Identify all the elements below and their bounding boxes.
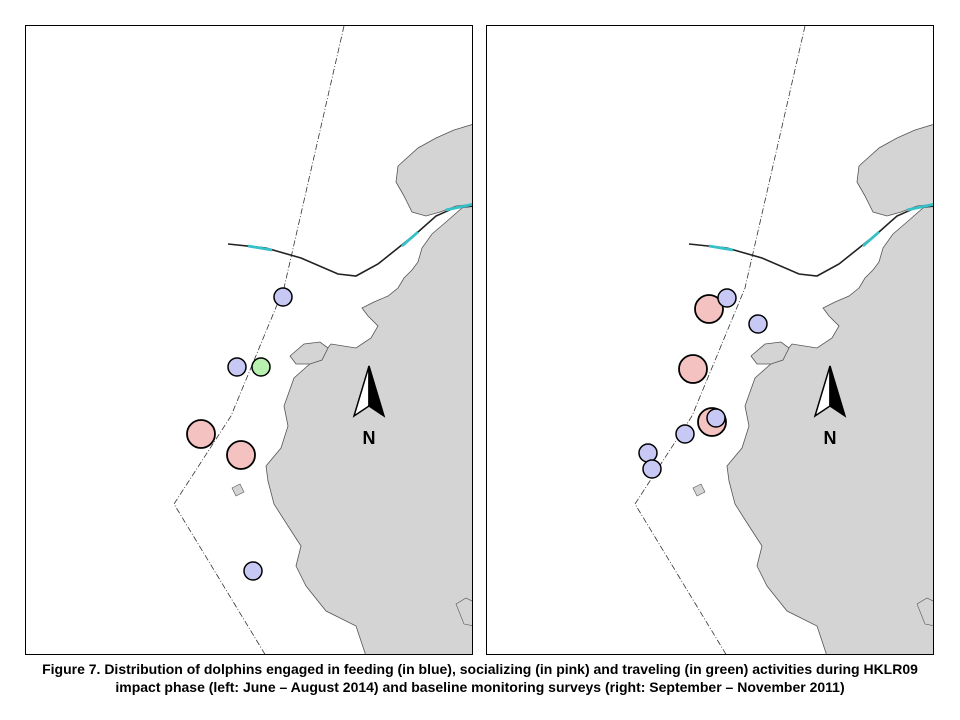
bridge-segment — [906, 202, 933, 212]
sighting-feeding — [706, 408, 726, 428]
bridge-segment — [247, 244, 273, 252]
bridge-alignment — [227, 205, 472, 277]
small-islet — [455, 597, 472, 626]
main-island-land — [265, 204, 472, 654]
sighting-feeding — [675, 424, 695, 444]
map-panel-left: N — [25, 25, 473, 655]
sighting-socializing — [226, 440, 256, 470]
sighting-traveling — [251, 357, 271, 377]
small-islet — [231, 483, 245, 497]
survey-boundary-line — [634, 26, 806, 654]
survey-boundary-line — [173, 26, 345, 654]
sighting-socializing — [678, 354, 708, 384]
small-island — [750, 341, 790, 365]
caption-line-2: impact phase (left: June – August 2014) … — [115, 679, 845, 695]
sightings-left — [186, 287, 293, 581]
bridge-segment — [708, 244, 734, 252]
north-label: N — [363, 428, 376, 448]
north-arrow — [813, 365, 847, 418]
figure-caption: Figure 7. Distribution of dolphins engag… — [8, 660, 952, 696]
north-landmass — [395, 124, 472, 217]
sighting-feeding — [227, 357, 247, 377]
small-islet — [916, 597, 933, 626]
sighting-socializing — [694, 294, 724, 324]
bridge-segment — [401, 230, 419, 248]
map-left-svg: N — [173, 26, 472, 654]
sightings-right — [638, 288, 768, 479]
bridge-segment — [445, 202, 472, 212]
sighting-feeding — [642, 459, 662, 479]
bridge-alignment — [688, 205, 933, 277]
caption-line-1: Figure 7. Distribution of dolphins engag… — [42, 661, 918, 677]
map-right-svg: N — [634, 26, 933, 654]
sighting-feeding — [717, 288, 737, 308]
north-label: N — [824, 428, 837, 448]
map-panel-right: N — [486, 25, 934, 655]
sighting-feeding — [638, 443, 658, 463]
north-landmass — [856, 124, 933, 217]
sighting-feeding — [243, 561, 263, 581]
sighting-feeding — [748, 314, 768, 334]
bridge-segment — [862, 230, 880, 248]
small-islet — [692, 483, 706, 497]
north-arrow — [352, 365, 386, 418]
small-island — [289, 341, 329, 365]
sighting-socializing — [186, 419, 216, 449]
sighting-feeding — [273, 287, 293, 307]
main-island-land — [726, 204, 933, 654]
